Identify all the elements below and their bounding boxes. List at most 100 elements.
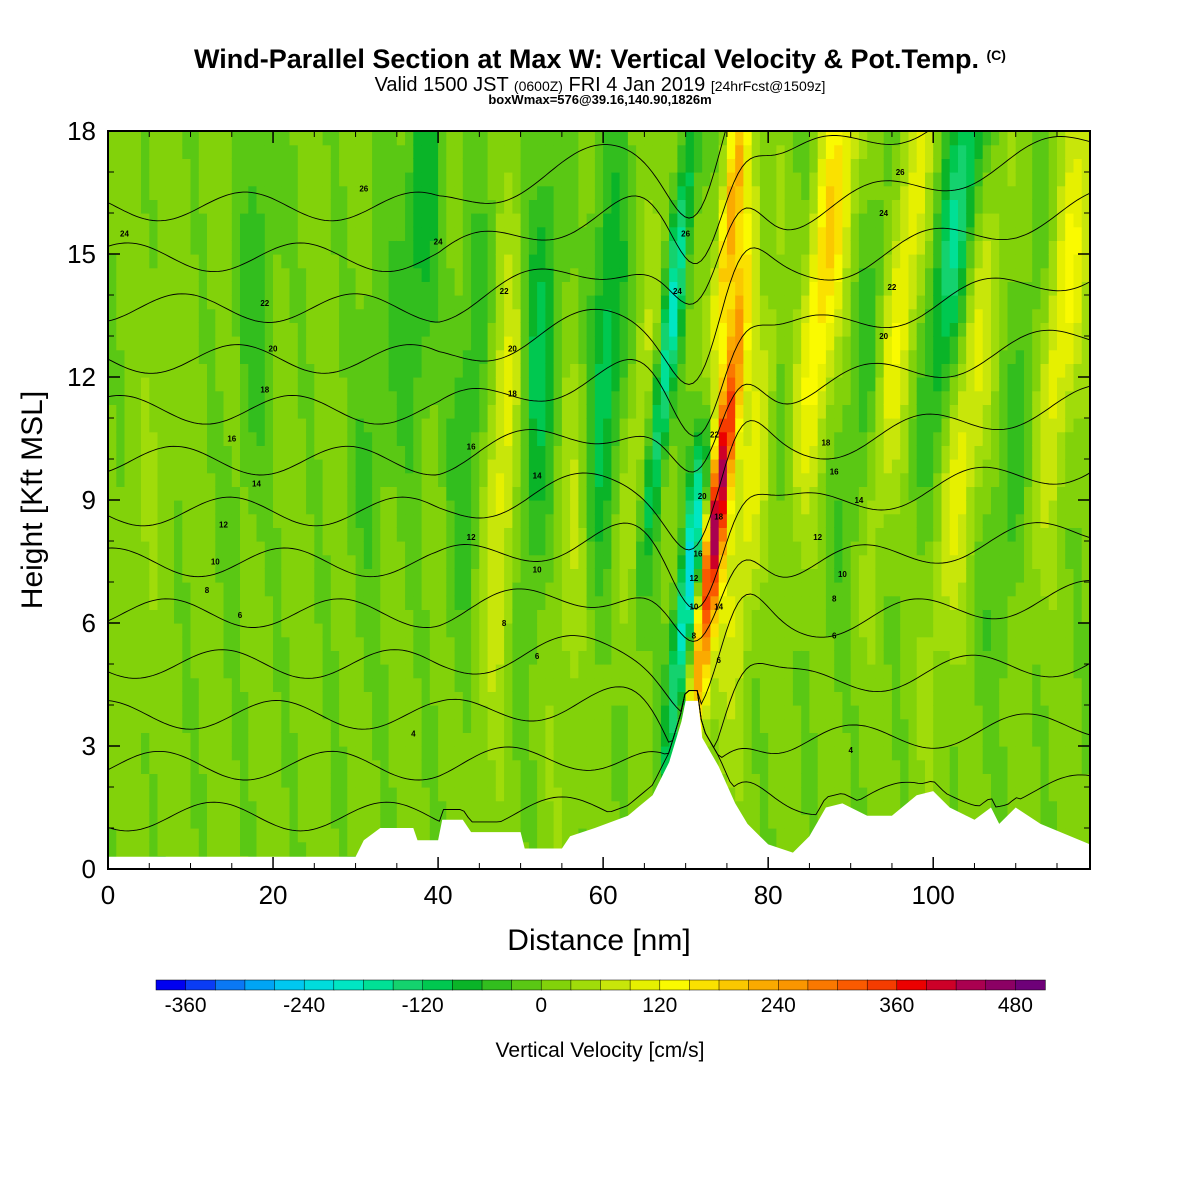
w-cell [421, 459, 431, 474]
w-cell [578, 172, 588, 187]
w-cell [504, 759, 513, 774]
w-cell [528, 295, 538, 310]
w-cell [685, 486, 695, 501]
w-cell [198, 691, 208, 706]
w-cell [479, 158, 489, 173]
w-cell [421, 377, 431, 392]
w-cell [553, 513, 563, 528]
w-cell [693, 582, 703, 597]
w-cell [702, 513, 712, 528]
w-cell [273, 445, 282, 460]
w-cell [462, 144, 472, 159]
w-cell [322, 828, 332, 843]
w-cell [528, 650, 538, 665]
w-cell [438, 787, 447, 802]
w-cell [281, 377, 291, 392]
w-cell [669, 554, 678, 569]
w-cell [735, 199, 745, 214]
w-cell [413, 431, 423, 446]
w-cell [726, 158, 736, 173]
w-cell [190, 568, 200, 583]
w-cell [363, 144, 373, 159]
w-cell [215, 746, 225, 761]
w-cell [834, 705, 844, 720]
w-cell [388, 582, 398, 597]
w-cell [702, 459, 712, 474]
w-cell [660, 636, 670, 651]
w-cell [281, 336, 291, 351]
w-cell [248, 377, 258, 392]
w-cell [825, 363, 835, 378]
w-cell [537, 609, 546, 624]
w-cell [198, 295, 208, 310]
w-cell [776, 541, 786, 556]
w-cell [413, 144, 423, 159]
w-cell [545, 650, 555, 665]
w-cell [702, 691, 712, 706]
w-cell [306, 677, 315, 692]
w-cell [850, 664, 860, 679]
w-cell [438, 746, 447, 761]
w-cell [850, 691, 860, 706]
w-cell [479, 418, 489, 433]
w-cell [339, 554, 348, 569]
w-cell [537, 418, 546, 433]
w-cell [784, 759, 794, 774]
w-cell [784, 459, 794, 474]
w-cell [578, 595, 588, 610]
w-cell [273, 308, 282, 323]
w-cell [784, 664, 794, 679]
w-cell [768, 336, 778, 351]
w-cell [578, 445, 588, 460]
w-cell [627, 390, 637, 405]
w-cell [380, 445, 390, 460]
w-cell [405, 131, 414, 146]
w-cell [198, 623, 208, 638]
w-cell [355, 199, 365, 214]
w-cell [677, 582, 687, 597]
w-cell [438, 363, 447, 378]
w-cell [339, 281, 348, 296]
w-cell [768, 486, 778, 501]
w-cell [363, 664, 373, 679]
w-cell [471, 500, 480, 515]
w-cell [594, 172, 604, 187]
w-cell [578, 582, 588, 597]
w-cell [718, 650, 728, 665]
w-cell [520, 650, 530, 665]
w-cell [240, 185, 249, 200]
w-cell [504, 486, 513, 501]
w-cell [132, 650, 142, 665]
w-cell [273, 718, 282, 733]
w-cell [693, 418, 703, 433]
w-cell [809, 349, 819, 364]
w-cell [322, 718, 332, 733]
w-cell [157, 144, 167, 159]
w-cell [413, 513, 423, 528]
w-cell [207, 322, 216, 337]
w-cell [240, 691, 249, 706]
w-cell [264, 322, 274, 337]
w-cell [306, 377, 315, 392]
w-cell [495, 322, 505, 337]
w-cell [240, 377, 249, 392]
w-cell [776, 295, 786, 310]
w-cell [834, 746, 844, 761]
w-cell [421, 541, 431, 556]
w-cell [421, 158, 431, 173]
w-cell [792, 650, 802, 665]
w-cell [215, 759, 225, 774]
w-cell [487, 131, 497, 146]
w-cell [710, 144, 720, 159]
w-cell [842, 144, 852, 159]
w-cell [553, 349, 563, 364]
w-cell [322, 308, 332, 323]
w-cell [240, 418, 249, 433]
w-cell [636, 226, 645, 241]
w-cell [611, 554, 621, 569]
w-cell [751, 281, 761, 296]
w-cell [182, 814, 192, 829]
w-cell [273, 254, 282, 269]
w-cell [627, 213, 637, 228]
w-cell [537, 226, 546, 241]
